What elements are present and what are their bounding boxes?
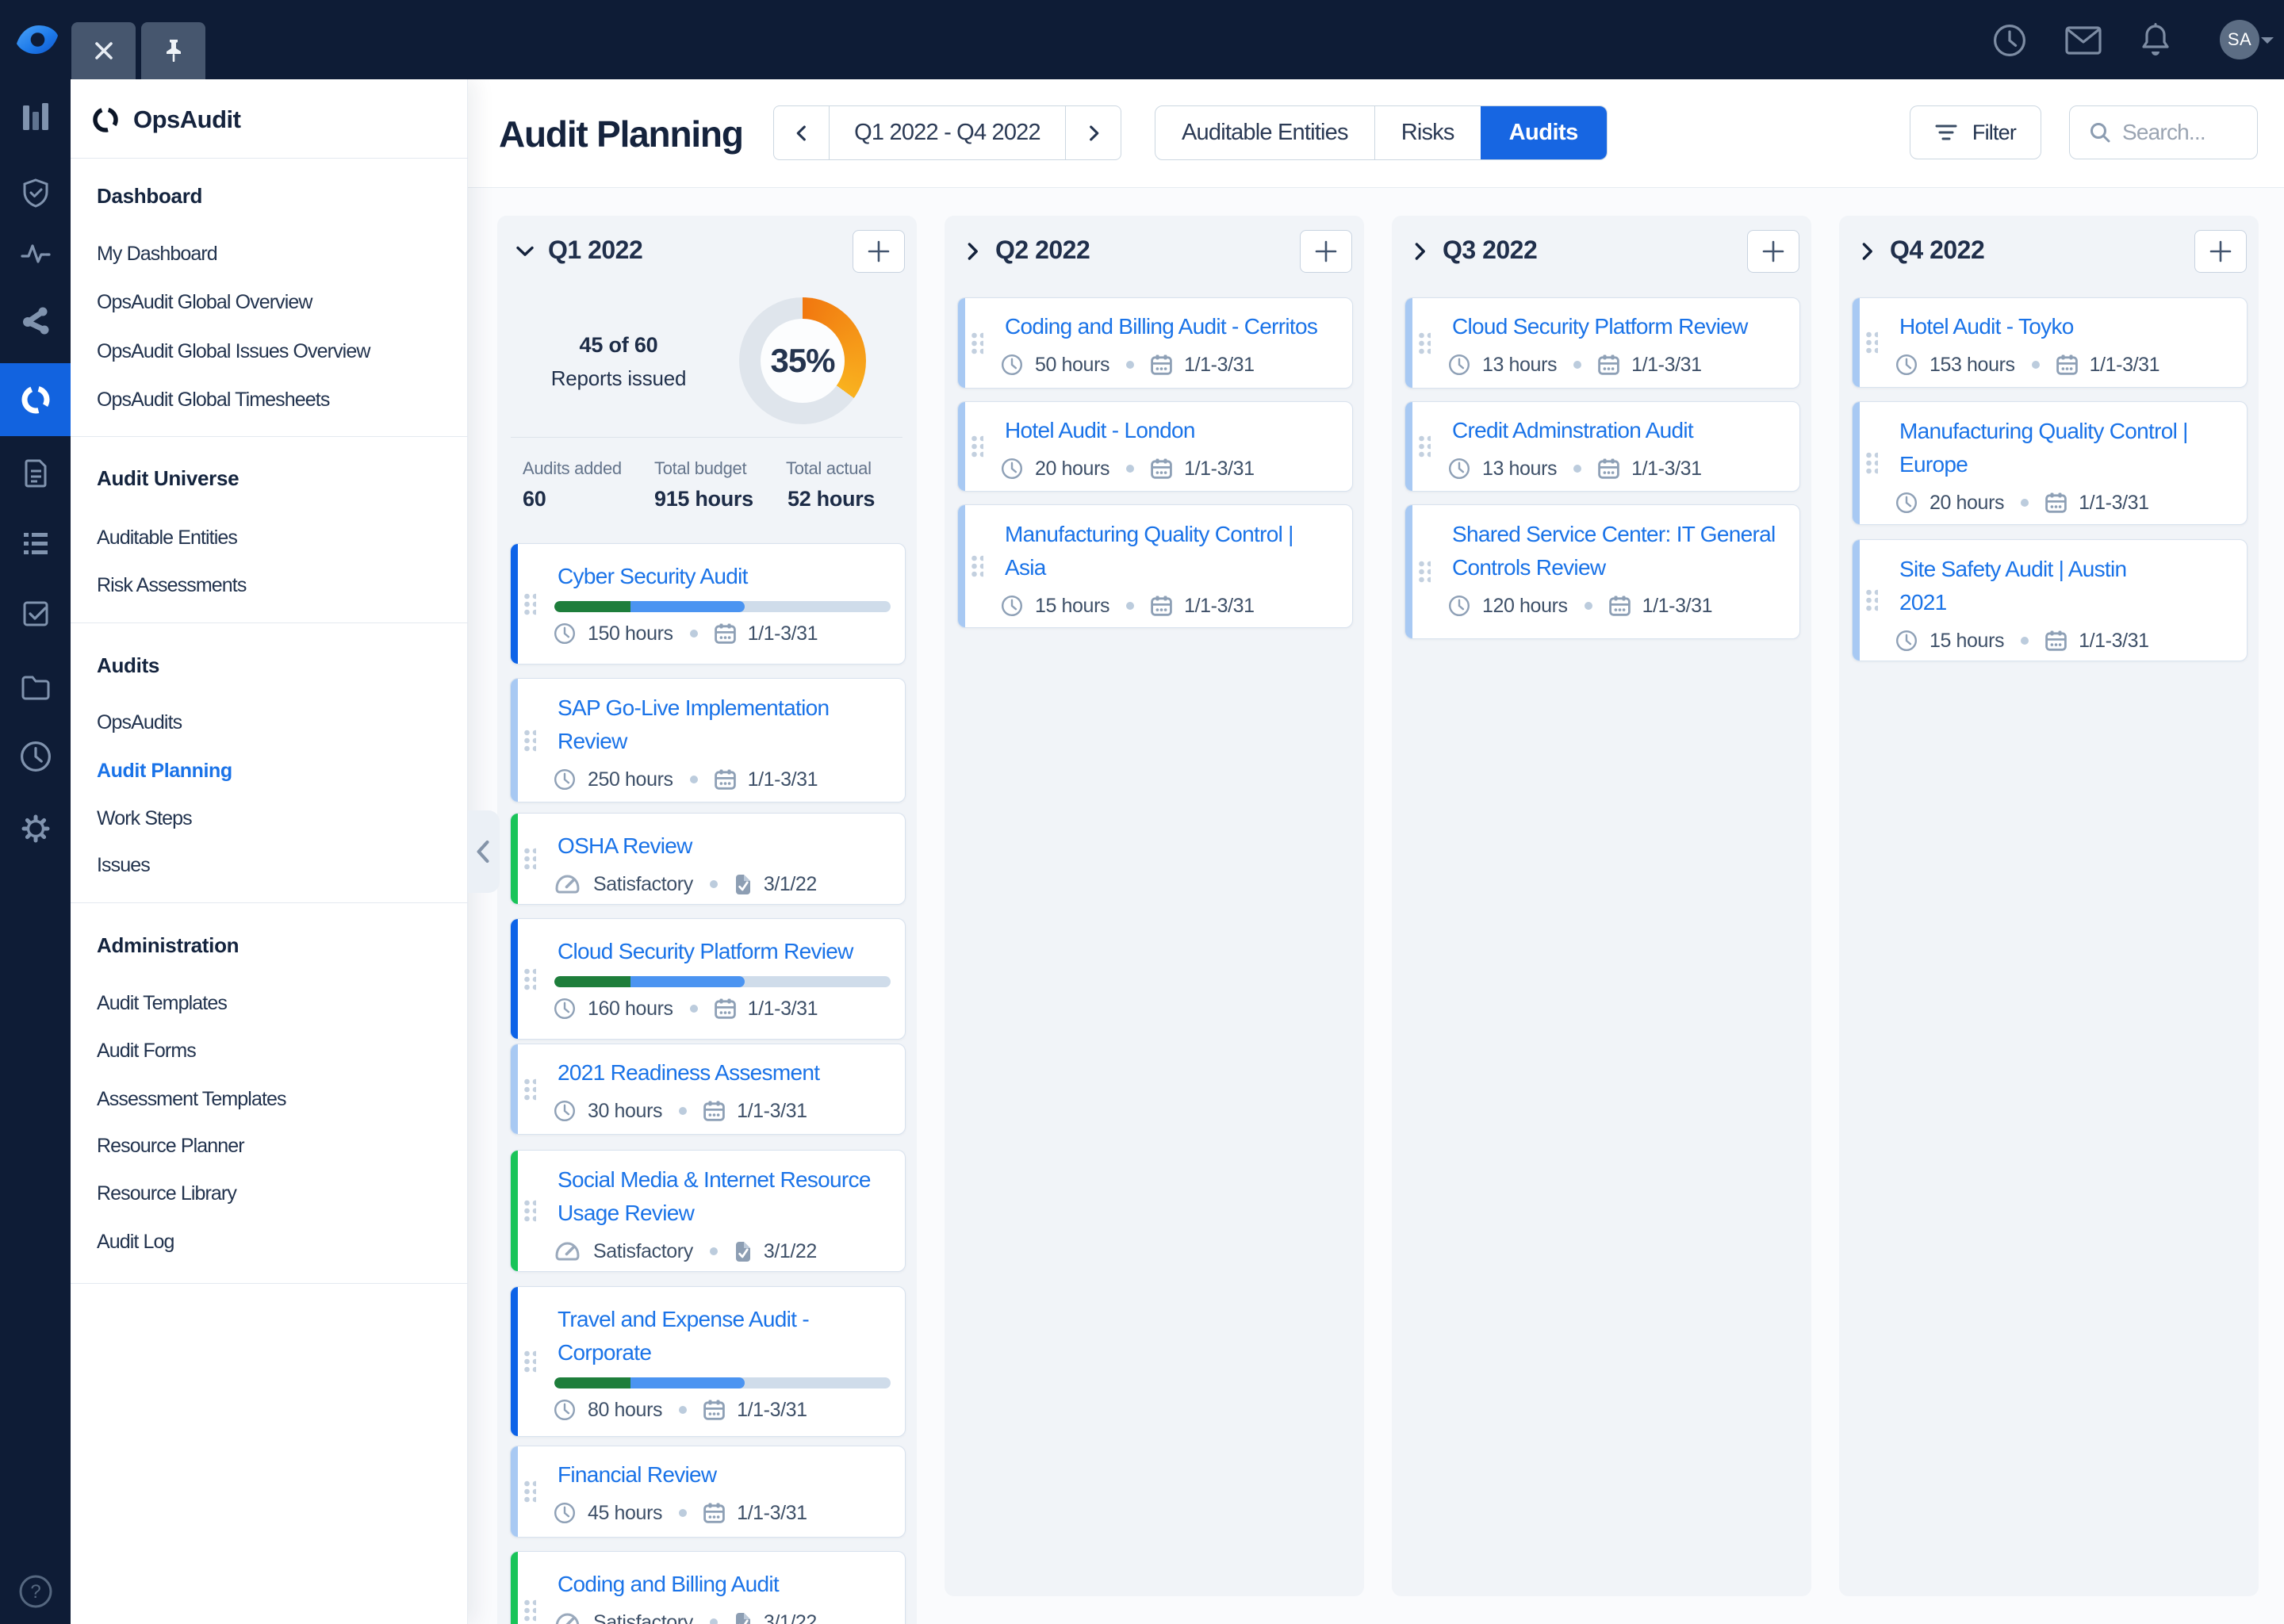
svg-text:?: ? <box>30 1581 40 1603</box>
